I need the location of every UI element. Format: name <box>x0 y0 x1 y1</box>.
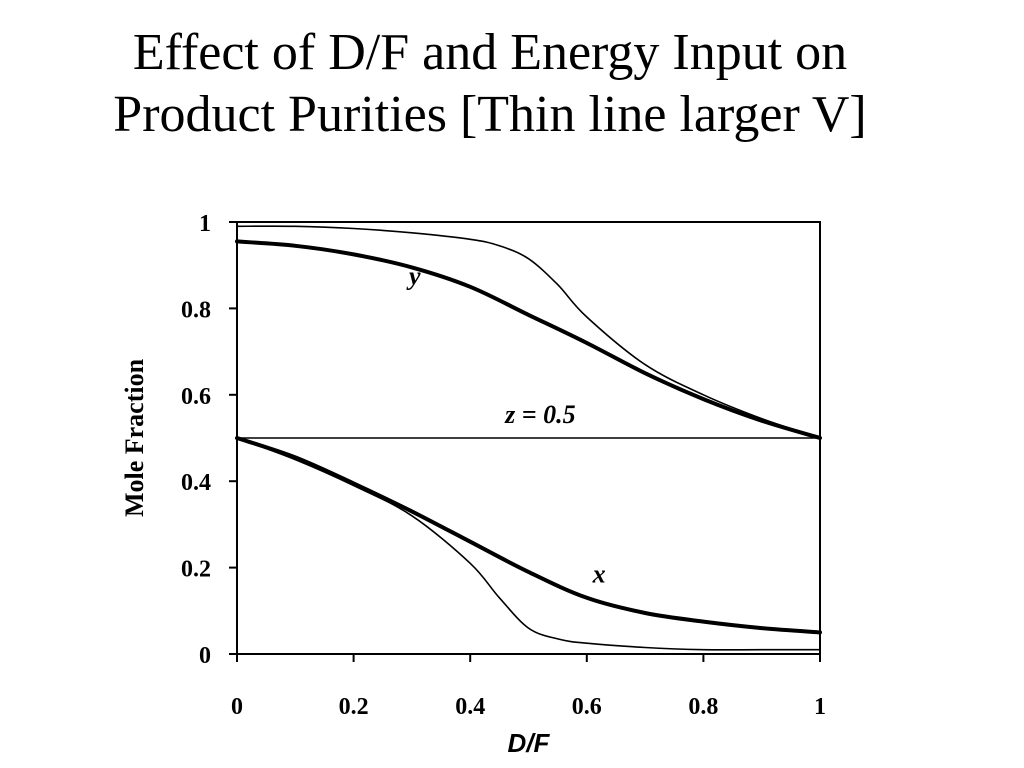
x-tick-label: 0.6 <box>572 694 602 720</box>
series-line-5 <box>236 437 821 651</box>
x-tick-label: 0 <box>231 694 243 720</box>
chart-title: Effect of D/F and Energy Input on Produc… <box>0 22 980 146</box>
series-line-2 <box>236 225 821 439</box>
y-axis-label: Mole Fraction <box>120 358 149 517</box>
x-tick-label: 0.4 <box>455 694 485 720</box>
y-tick-label: 0.6 <box>181 384 211 410</box>
x-tick-label: 0.2 <box>339 694 369 720</box>
annotation-label: x <box>592 560 606 589</box>
y-tick-label: 0.4 <box>181 470 211 496</box>
x-axis: 0 0.2 0.4 0.6 0.8 1 <box>231 654 826 720</box>
y-tick-label: 0 <box>199 643 211 669</box>
y-axis: 0 0.2 0.4 0.6 0.8 1 <box>181 211 237 669</box>
chart-title-line-1: Effect of D/F and Energy Input on <box>132 24 848 81</box>
y-tick-label: 0.8 <box>181 297 211 323</box>
series-line-1 <box>235 239 822 440</box>
x-tick-label: 0.8 <box>688 694 718 720</box>
series-line-4 <box>235 436 822 635</box>
y-tick-label: 1 <box>199 211 211 237</box>
annotation-group: y z = 0.5 x <box>406 262 606 589</box>
y-tick-label: 0.2 <box>181 557 211 583</box>
chart-title-line-2: Product Purities [Thin line larger V] <box>113 86 867 143</box>
x-tick-label: 1 <box>814 694 826 720</box>
x-axis-label: D/F <box>508 728 551 758</box>
annotation-label: y <box>406 262 421 291</box>
series-group <box>235 225 822 651</box>
annotation-label: z = 0.5 <box>504 400 575 429</box>
